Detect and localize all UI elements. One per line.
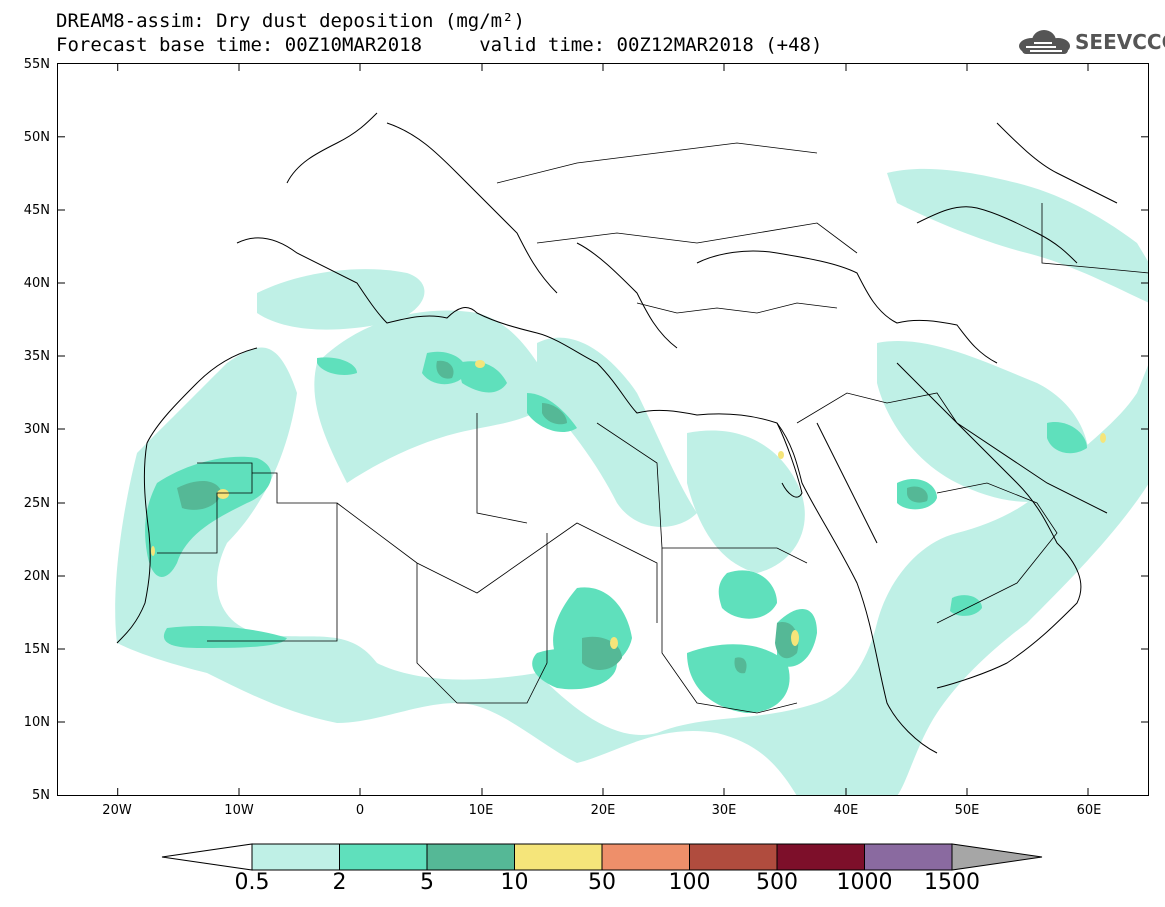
colorbar-label-8: 1500: [924, 870, 980, 895]
lon-label-0: 0: [355, 803, 365, 818]
country-borders: [157, 142, 1149, 714]
colorbar-segment-2: [426, 843, 515, 871]
lat-label-20n: 20N: [23, 569, 50, 584]
lat-label-35n: 35N: [23, 349, 50, 364]
colorbar-label-2: 5: [420, 870, 434, 895]
map-title: DREAM8-assim: Dry dust deposition (mg/m²…: [56, 10, 525, 32]
colorbar-label-1: 2: [332, 870, 347, 895]
lon-label-30e: 30E: [711, 803, 737, 818]
colorbar-label-0: 0.5: [234, 870, 270, 895]
lon-label-60e: 60E: [1076, 803, 1102, 818]
lat-label-50n: 50N: [23, 130, 50, 145]
colorbar-label-6: 500: [756, 870, 798, 895]
lon-label-10w: 10W: [224, 803, 254, 818]
colorbar-segment-7: [864, 843, 953, 871]
dust-fields: [115, 168, 1149, 796]
lat-label-45n: 45N: [23, 203, 50, 218]
colorbar-segment-6: [776, 843, 865, 871]
colorbar-segment-3: [514, 843, 603, 871]
lon-label-20e: 20E: [590, 803, 616, 818]
forecast-time-subtitle: Forecast base time: 00Z10MAR2018 valid t…: [56, 34, 823, 56]
lon-label-50e: 50E: [954, 803, 980, 818]
logo-text: SEEVCCC: [1075, 30, 1165, 54]
lat-label-10n: 10N: [23, 715, 50, 730]
colorbar-label-4: 50: [588, 870, 616, 895]
colorbar-label-5: 100: [668, 870, 711, 895]
lon-label-20w: 20W: [102, 803, 132, 818]
lon-ticks: [117, 63, 1089, 796]
colorbar-under-arrow: [161, 843, 253, 871]
lat-label-30n: 30N: [23, 422, 50, 437]
colorbar-label-3: 10: [500, 870, 529, 895]
lat-ticks: [57, 63, 1149, 723]
colorbar-segment-4: [601, 843, 690, 871]
colorbar-over-arrow: [951, 843, 1043, 871]
colorbar: [161, 843, 1043, 871]
coastlines: [116, 112, 1118, 754]
colorbar-segment-1: [339, 843, 428, 871]
lon-label-10e: 10E: [468, 803, 494, 818]
lat-label-5n: 5N: [32, 788, 50, 803]
seevccc-logo: [1019, 30, 1070, 54]
lat-label-15n: 15N: [23, 642, 50, 657]
lon-label-40e: 40E: [833, 803, 859, 818]
colorbar-label-7: 1000: [836, 870, 893, 895]
lat-label-40n: 40N: [23, 276, 50, 291]
colorbar-segment-5: [689, 843, 778, 871]
lat-label-55n: 55N: [23, 57, 50, 72]
dust-map: [57, 63, 1149, 796]
colorbar-segment-0: [251, 843, 340, 871]
lat-label-25n: 25N: [23, 496, 50, 511]
